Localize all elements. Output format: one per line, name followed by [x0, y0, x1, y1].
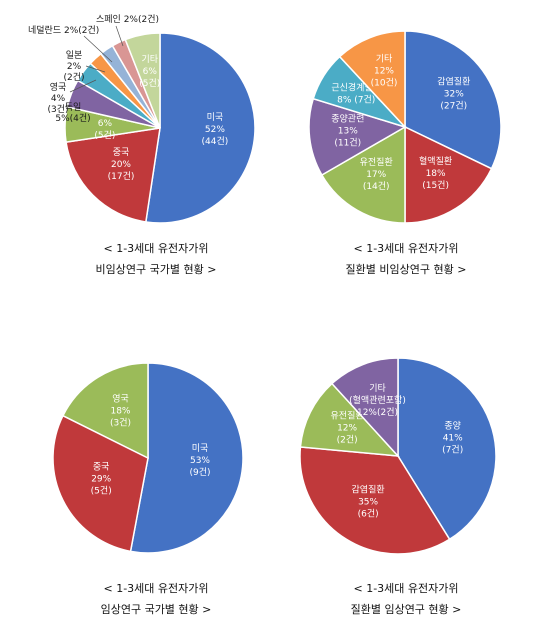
- pie-2-label-3: 유전질환 17% (14건): [360, 156, 393, 192]
- pie-1-leader-5: [69, 79, 97, 93]
- pie-chart-3: 미국 53% (9건) 중국 29% (5건) 영국 18% (3건): [52, 362, 244, 554]
- pie-3-label-1: 미국 53% (9건): [189, 443, 210, 478]
- pie-4-slice-1: [397, 357, 497, 541]
- pie-2-label-1: 감염질환 32% (27건): [437, 75, 470, 111]
- pie-4-label-4: 기타 (혈액관련포함) 12%(2건): [349, 383, 406, 418]
- pie-4-label-2: 감염질환 35% (6건): [352, 483, 385, 519]
- caption-4: < 1-3세대 유전자가위 질환별 임상연구 현황 >: [290, 578, 522, 620]
- caption-2-line1: < 1-3세대 유전자가위: [353, 242, 459, 255]
- pie-4-slice-4: [330, 357, 399, 458]
- caption-4-line1: < 1-3세대 유전자가위: [353, 582, 459, 595]
- pie-1-leader-8: [115, 25, 124, 47]
- pie-1-label-8: 스페인 2%(2건): [96, 14, 159, 25]
- pie-1-leader-7: [83, 35, 113, 63]
- pie-2-label-4: 종양관련 13% (11건): [331, 113, 364, 148]
- caption-3-line1: < 1-3세대 유전자가위: [103, 582, 209, 595]
- pie-2-label-6: 기타 12% (10건): [371, 53, 398, 88]
- pie-1-slice-9: [124, 32, 161, 129]
- caption-2-line2: 질환별 비임상연구 현황 >: [345, 263, 467, 276]
- pie-4-label-1: 종양 41% (7건): [442, 420, 463, 455]
- pie-1-slice-1: [144, 32, 256, 224]
- pie-1-label-9: 기타 6% (5건): [139, 54, 160, 89]
- pie-1-slice-2: [65, 127, 161, 223]
- pie-2-slice-4: [308, 97, 407, 177]
- pie-3-label-3: 영국 18% (3건): [110, 394, 131, 429]
- pie-2-slice-3: [320, 125, 406, 224]
- caption-1-line1: < 1-3세대 유전자가위: [103, 242, 209, 255]
- caption-4-line2: 질환별 임상연구 현황 >: [350, 603, 462, 616]
- pie-1-label-2: 중국 20% (17건): [108, 147, 135, 182]
- caption-2: < 1-3세대 유전자가위 질환별 비임상연구 현황 >: [290, 238, 522, 280]
- pie-chart-1: 미국52%(44건)중국20%(17건)한국6%(5건)독일5%(4건)영국4%…: [28, 14, 256, 224]
- pie-2-slice-6: [338, 30, 406, 129]
- pie-1-label-4: 독일 5%(4건): [55, 102, 90, 124]
- pie-3-label-2: 중국 29% (5건): [91, 461, 112, 496]
- pie-3-slice-2: [52, 414, 149, 553]
- pie-2-slice-2: [404, 125, 493, 224]
- pie-4-slice-3: [299, 382, 400, 457]
- pie-chart-4: 종양 41% (7건) 감염질환 35% (6건) 유전질환 12% (2건)기타 (혈액관련포함…: [299, 357, 497, 555]
- caption-1-line2: 비임상연구 국가별 현황 >: [95, 263, 217, 276]
- caption-3: < 1-3세대 유전자가위 임상연구 국가별 현황 >: [40, 578, 272, 620]
- pie-3-slice-3: [61, 362, 149, 460]
- pie-3-slice-1: [129, 362, 244, 554]
- pie-4-label-3: 유전질환 12% (2건): [331, 410, 364, 446]
- caption-3-line2: 임상연구 국가별 현황 >: [100, 603, 212, 616]
- caption-1: < 1-3세대 유전자가위 비임상연구 국가별 현황 >: [40, 238, 272, 280]
- pie-chart-2: 감염질환 32% (27건) 혈액질환 18% (15건) 유전질환 17% (14건) 종양관련…: [308, 30, 502, 224]
- pie-1-label-6: 일본 2% (2건): [63, 50, 84, 83]
- pie-2-label-2: 혈액질환 18% (15건): [419, 155, 452, 191]
- pie-1-leader-6: [85, 65, 106, 73]
- pie-1-label-5: 영국 4% (3건): [47, 82, 68, 115]
- pie-1-label-1: 미국 52% (44건): [202, 112, 229, 147]
- pie-1-label-7: 네덜란드 2%(2건): [28, 24, 99, 36]
- pie-4-slice-2: [299, 446, 451, 555]
- pie-2-slice-1: [404, 30, 502, 170]
